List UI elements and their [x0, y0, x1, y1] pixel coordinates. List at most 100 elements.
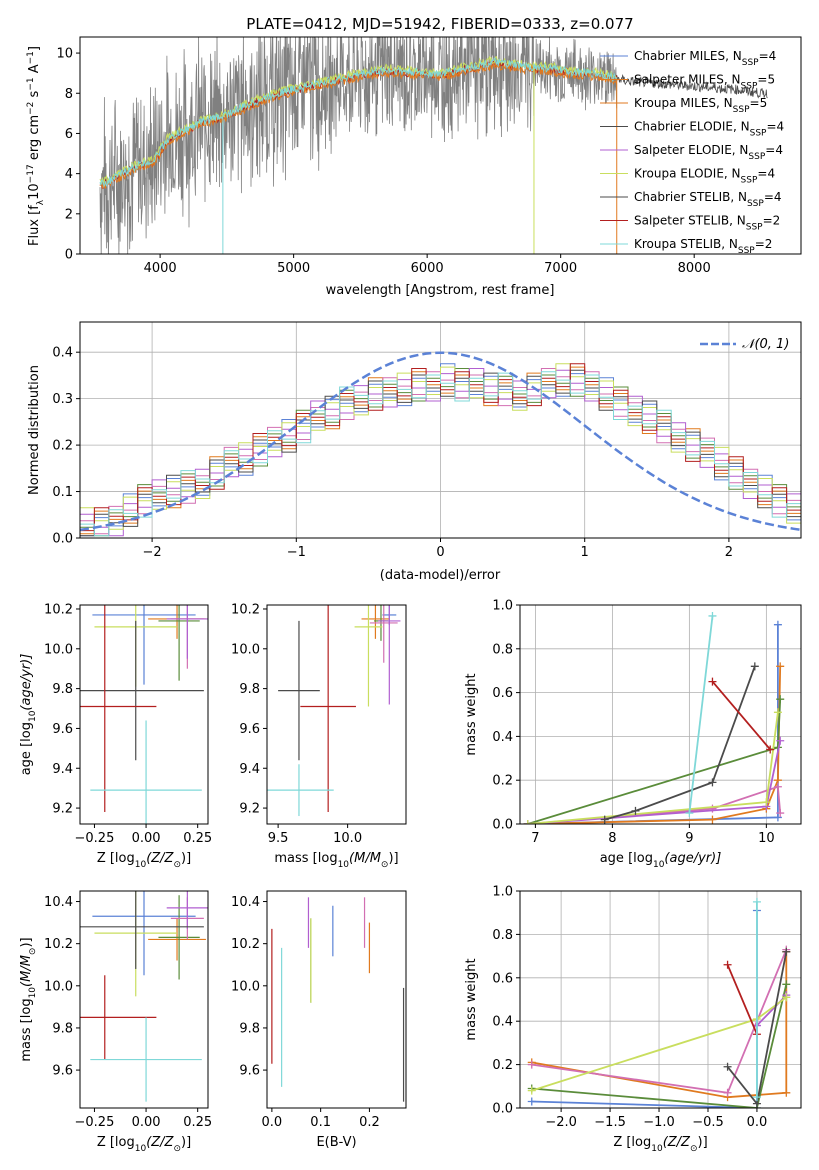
- legend-entry-part: =4: [765, 143, 783, 157]
- y-tick-label: 9.8: [52, 682, 73, 697]
- x-axis-label-part: )]: [388, 851, 398, 866]
- legend-entry: Salpeter STELIB, NSSP=2: [634, 214, 780, 233]
- y-tick-label: 0.4: [52, 346, 73, 361]
- y-tick-label: 10.0: [44, 642, 73, 657]
- y-axis-label-text-part: 10: [28, 987, 38, 999]
- weight-series-line: [688, 615, 714, 814]
- plot-area: [80, 891, 208, 1102]
- plot-area: [80, 351, 801, 538]
- y-tick-label: 1.0: [492, 599, 513, 614]
- x-tick-label: −2.0: [545, 1115, 577, 1130]
- x-axis-label-part: mass [log: [274, 851, 337, 866]
- x-axis-label: wavelength [Angstrom, rest frame]: [326, 283, 555, 298]
- model-spectrum: [99, 55, 618, 185]
- x-axis-label-part: 10: [135, 1144, 147, 1154]
- x-tick-label: −1: [287, 545, 306, 560]
- weight-series-marker: [723, 1062, 732, 1071]
- weight-series-line: [604, 665, 756, 821]
- weight-series-marker: [762, 798, 771, 807]
- x-axis-label: age [log10(age/yr)]: [600, 851, 722, 870]
- x-axis-label: Z [log10(Z/Z⊙)]: [97, 851, 191, 870]
- weight-series-marker: [631, 806, 640, 815]
- x-axis-label-part: (Z/Z: [663, 1135, 691, 1150]
- y-axis-label: age [log10(age/yr)]: [19, 654, 38, 776]
- y-tick-label: 0.3: [52, 392, 73, 407]
- plot-mass-vs-Z: −0.25 0.00 0.259.69.810.010.210.4Z [log10(…: [19, 890, 212, 1154]
- legend-entry: Chabrier STELIB, NSSP=4: [634, 190, 782, 209]
- weight-series-marker: [527, 1097, 536, 1106]
- weight-series-line: [527, 624, 779, 824]
- y-tick-label: 9.6: [52, 722, 73, 737]
- legend-entry: Salpeter MILES, NSSP=5: [634, 73, 775, 92]
- x-tick-label: 1: [581, 545, 589, 560]
- weight-series-marker: [782, 993, 791, 1002]
- y-tick-label: 0.0: [492, 1102, 513, 1117]
- axes-frame: [79, 890, 209, 1109]
- x-tick-label: 9: [685, 831, 693, 846]
- x-tick-label: −2: [143, 545, 162, 560]
- y-tick-label: 10.2: [44, 602, 73, 617]
- weight-series-marker: [773, 782, 782, 791]
- y-axis-label-text-part: −1: [26, 77, 36, 90]
- weight-series-marker: [600, 815, 609, 824]
- x-axis-label-part: 10: [651, 1144, 663, 1154]
- x-axis-label-part: )]: [181, 851, 191, 866]
- legend-entry-part: =2: [763, 214, 781, 228]
- x-axis-label-part: 10: [135, 860, 147, 870]
- x-tick-label: 0.0: [262, 1115, 283, 1130]
- legend-entry: Chabrier MILES, NSSP=4: [634, 49, 776, 68]
- y-axis-label-text: Flux [fλ10−17 erg cm−2 s−1 A−1]: [26, 46, 46, 246]
- legend-entry-part: Salpeter STELIB, N: [634, 214, 746, 228]
- y-tick-label: 9.6: [52, 1064, 73, 1079]
- x-tick-label: 6000: [411, 261, 444, 276]
- y-axis-label-text-part: 10: [27, 183, 42, 200]
- legend-entry-part: Kroupa MILES, N: [634, 96, 733, 110]
- y-tick-label: 0: [65, 248, 73, 263]
- legend-entry: Kroupa ELODIE, NSSP=4: [634, 167, 775, 186]
- x-axis-label-part: )]: [698, 1135, 708, 1150]
- x-axis-label-part: (M/M: [349, 851, 381, 866]
- x-tick-label: 7: [531, 831, 539, 846]
- y-axis-label-text: age [log10(age/yr)]: [19, 654, 38, 776]
- legend-entry-part: Chabrier MILES, N: [634, 49, 742, 63]
- weight-series-marker: [708, 677, 717, 686]
- x-tick-label: 5000: [277, 261, 310, 276]
- axes-frame: [79, 604, 209, 825]
- y-tick-label: 10.0: [44, 979, 73, 994]
- legend-entry-part: SSP: [733, 105, 750, 115]
- y-axis-label: mass weight: [464, 673, 479, 755]
- y-tick-label: 9.4: [52, 762, 73, 777]
- y-tick-label: 0.2: [492, 774, 513, 789]
- y-tick-label: 0.0: [492, 818, 513, 833]
- y-axis-label-text-part: ⊙: [28, 948, 38, 956]
- plot-area: [80, 605, 208, 824]
- x-axis-label: Z [log10(Z/Z⊙)]: [97, 1135, 191, 1154]
- legend-entry-part: Salpeter MILES, N: [634, 73, 741, 87]
- axes-frame: [266, 604, 407, 825]
- weight-series-marker: [723, 960, 732, 969]
- y-axis-label: mass weight: [464, 958, 479, 1040]
- legend-entry-part: =4: [757, 167, 775, 181]
- legend-entry-part: =2: [755, 237, 773, 251]
- model-spectrum-tail: [616, 74, 768, 99]
- plot-spectrum: 4000 5000 6000 7000 8000 0 2 4 6 8 10 PLATE=0412, M…: [26, 15, 802, 298]
- y-tick-label: 0.6: [492, 686, 513, 701]
- x-axis-label: mass [log10(M/M⊙)]: [274, 851, 398, 870]
- axes-frame: [519, 890, 802, 1109]
- weight-series-marker: [776, 736, 785, 745]
- weight-series-marker: [782, 980, 791, 989]
- x-axis-label: Z [log10(Z/Z⊙)]: [613, 1135, 707, 1154]
- weight-series-marker: [773, 620, 782, 629]
- histogram-series: [80, 371, 801, 538]
- x-axis-label-part: 10: [653, 860, 665, 870]
- weight-series-marker: [527, 1086, 536, 1095]
- weight-series-marker: [752, 897, 761, 906]
- legend-entry: Chabrier ELODIE, NSSP=4: [634, 120, 784, 139]
- legend-entry-part: SSP: [738, 246, 755, 256]
- legend-entry-part: =4: [759, 49, 777, 63]
- legend-entry-part: SSP: [741, 82, 758, 92]
- x-axis-label: (data-model)/error: [380, 568, 501, 583]
- weight-series-marker: [708, 815, 717, 824]
- y-tick-label: 0.6: [492, 971, 513, 986]
